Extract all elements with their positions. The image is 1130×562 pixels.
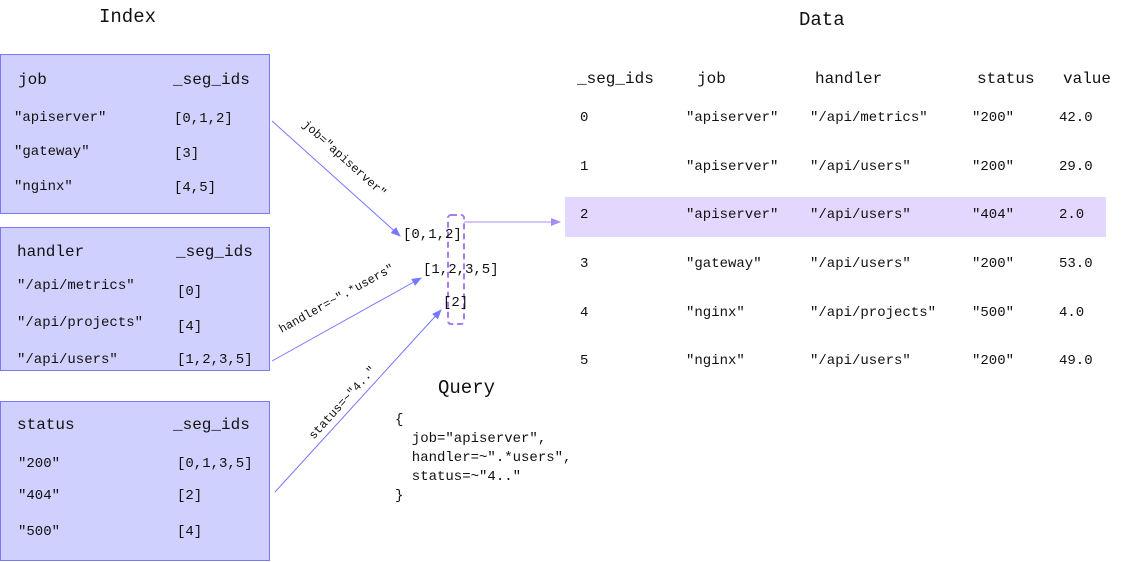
- data-header: value: [1063, 70, 1112, 88]
- index-value: "gateway": [14, 144, 90, 160]
- data-cell: 2: [580, 207, 589, 223]
- data-cell: 4: [580, 305, 589, 321]
- data-cell: "/api/users": [810, 207, 911, 223]
- index-value: "/api/users": [17, 352, 118, 368]
- data-cell: "/api/users": [810, 159, 911, 175]
- data-title: Data: [799, 9, 845, 31]
- highlighted-row: [565, 197, 1106, 237]
- data-cell: "apiserver": [686, 207, 779, 223]
- data-cell: 29.0: [1059, 159, 1093, 175]
- index-table-job: job _seg_ids "apiserver" [0,1,2] "gatewa…: [0, 54, 270, 214]
- query-line: {: [395, 412, 404, 428]
- index-ids: [0,1,3,5]: [177, 456, 253, 472]
- index-table-status: status _seg_ids "200" [0,1,3,5] "404" [2…: [0, 401, 270, 561]
- query-line: status=~"4..": [395, 469, 522, 485]
- index-ids: [4]: [177, 524, 203, 540]
- data-cell: 1: [580, 159, 589, 175]
- arrow-job: [271, 120, 401, 237]
- data-cell: "nginx": [686, 353, 745, 369]
- index-value: "/api/projects": [17, 315, 144, 331]
- data-cell: "apiserver": [686, 159, 779, 175]
- data-cell: "gateway": [686, 256, 762, 272]
- arrow-status: [274, 309, 442, 493]
- index-key-header: handler: [17, 243, 85, 261]
- data-cell: "200": [972, 159, 1015, 175]
- data-cell: "apiserver": [686, 110, 779, 126]
- index-value: "apiserver": [14, 110, 107, 126]
- index-ids: [1,2,3,5]: [177, 352, 253, 368]
- data-cell: 5: [580, 353, 589, 369]
- index-ids: [0,1,2]: [174, 111, 233, 127]
- data-cell: "404": [972, 207, 1015, 223]
- index-table-handler: handler _seg_ids "/api/metrics" [0] "/ap…: [0, 227, 270, 371]
- index-value: "nginx": [14, 179, 73, 195]
- data-cell: "200": [972, 353, 1015, 369]
- index-ids: [3]: [174, 146, 200, 162]
- query-line: handler=~".*users",: [395, 450, 572, 466]
- data-cell: "200": [972, 256, 1015, 272]
- data-cell: 2.0: [1059, 207, 1085, 223]
- index-key-header: job: [18, 71, 47, 89]
- data-cell: 3: [580, 256, 589, 272]
- index-value: "200": [18, 456, 61, 472]
- data-header: _seg_ids: [577, 70, 654, 88]
- index-ids: [0]: [177, 284, 203, 300]
- index-ids: [2]: [177, 488, 203, 504]
- result-job: [0,1,2]: [403, 227, 462, 243]
- data-header: status: [977, 70, 1035, 88]
- index-ids-header: _seg_ids: [176, 243, 253, 261]
- data-cell: "nginx": [686, 305, 745, 321]
- data-cell: "500": [972, 305, 1015, 321]
- data-cell: "200": [972, 110, 1015, 126]
- index-ids: [4]: [177, 319, 203, 335]
- result-status: [2]: [443, 295, 469, 311]
- data-cell: "/api/projects": [810, 305, 937, 321]
- data-cell: 49.0: [1059, 353, 1093, 369]
- index-ids: [4,5]: [174, 180, 217, 196]
- data-cell: "/api/users": [810, 353, 911, 369]
- query-line: job="apiserver",: [395, 431, 547, 447]
- query-title: Query: [438, 377, 496, 399]
- index-value: "500": [18, 524, 61, 540]
- data-cell: 0: [580, 110, 589, 126]
- arrow-handler: [271, 277, 422, 362]
- index-value: "/api/metrics": [17, 278, 135, 294]
- index-ids-header: _seg_ids: [173, 416, 250, 434]
- data-header: handler: [815, 70, 883, 88]
- index-key-header: status: [17, 416, 75, 434]
- data-cell: "/api/metrics": [810, 110, 928, 126]
- index-ids-header: _seg_ids: [173, 71, 250, 89]
- data-cell: 42.0: [1059, 110, 1093, 126]
- data-cell: 53.0: [1059, 256, 1093, 272]
- query-line: }: [395, 488, 404, 504]
- data-header: job: [697, 70, 726, 88]
- intersection-dashed-box: [447, 214, 465, 325]
- result-handler: [1,2,3,5]: [423, 262, 499, 278]
- data-cell: 4.0: [1059, 305, 1085, 321]
- index-value: "404": [18, 488, 61, 504]
- data-cell: "/api/users": [810, 256, 911, 272]
- index-title: Index: [99, 6, 157, 28]
